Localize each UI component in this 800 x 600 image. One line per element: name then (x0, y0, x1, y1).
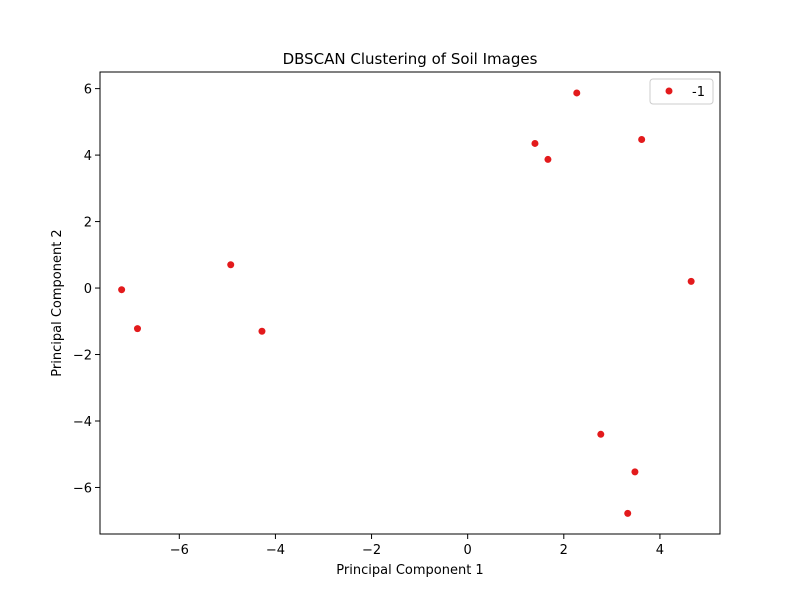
data-point (624, 509, 632, 517)
plot-area (100, 72, 720, 534)
y-tick-label: 6 (84, 83, 92, 98)
chart-title: DBSCAN Clustering of Soil Images (283, 50, 538, 68)
data-point (133, 325, 141, 333)
y-tick-label: 0 (84, 282, 92, 297)
data-point (544, 155, 552, 163)
x-tick-label: −4 (266, 543, 285, 558)
x-axis-title: Principal Component 1 (336, 563, 483, 578)
plot-frame (99, 71, 721, 535)
x-tick-label: −2 (362, 543, 381, 558)
y-axis-title: Principal Component 2 (50, 229, 65, 376)
data-point (531, 139, 539, 147)
legend-box (649, 78, 714, 105)
axis-ticks: −6 −4 −2 0 2 4 −6 −4 −2 0 2 4 6 (73, 83, 664, 558)
data-point (118, 286, 126, 294)
y-tick-label: −2 (73, 349, 92, 364)
x-tick-label: 2 (560, 543, 568, 558)
data-point (597, 430, 605, 438)
data-point (631, 468, 639, 476)
data-point (258, 327, 266, 335)
data-point (573, 89, 581, 97)
data-point (638, 135, 646, 143)
y-tick-label: −4 (73, 415, 92, 430)
x-tick-label: −6 (170, 543, 189, 558)
legend-marker (665, 87, 673, 95)
data-point (687, 277, 695, 285)
x-tick-label: 0 (464, 543, 472, 558)
x-tick-label: 4 (656, 543, 664, 558)
data-point (227, 261, 235, 269)
legend-label: -1 (692, 85, 705, 100)
legend: -1 (649, 78, 714, 105)
y-tick-label: −6 (73, 481, 92, 496)
y-tick-label: 4 (84, 149, 92, 164)
y-tick-label: 2 (84, 216, 92, 231)
scatter-points (118, 89, 695, 517)
